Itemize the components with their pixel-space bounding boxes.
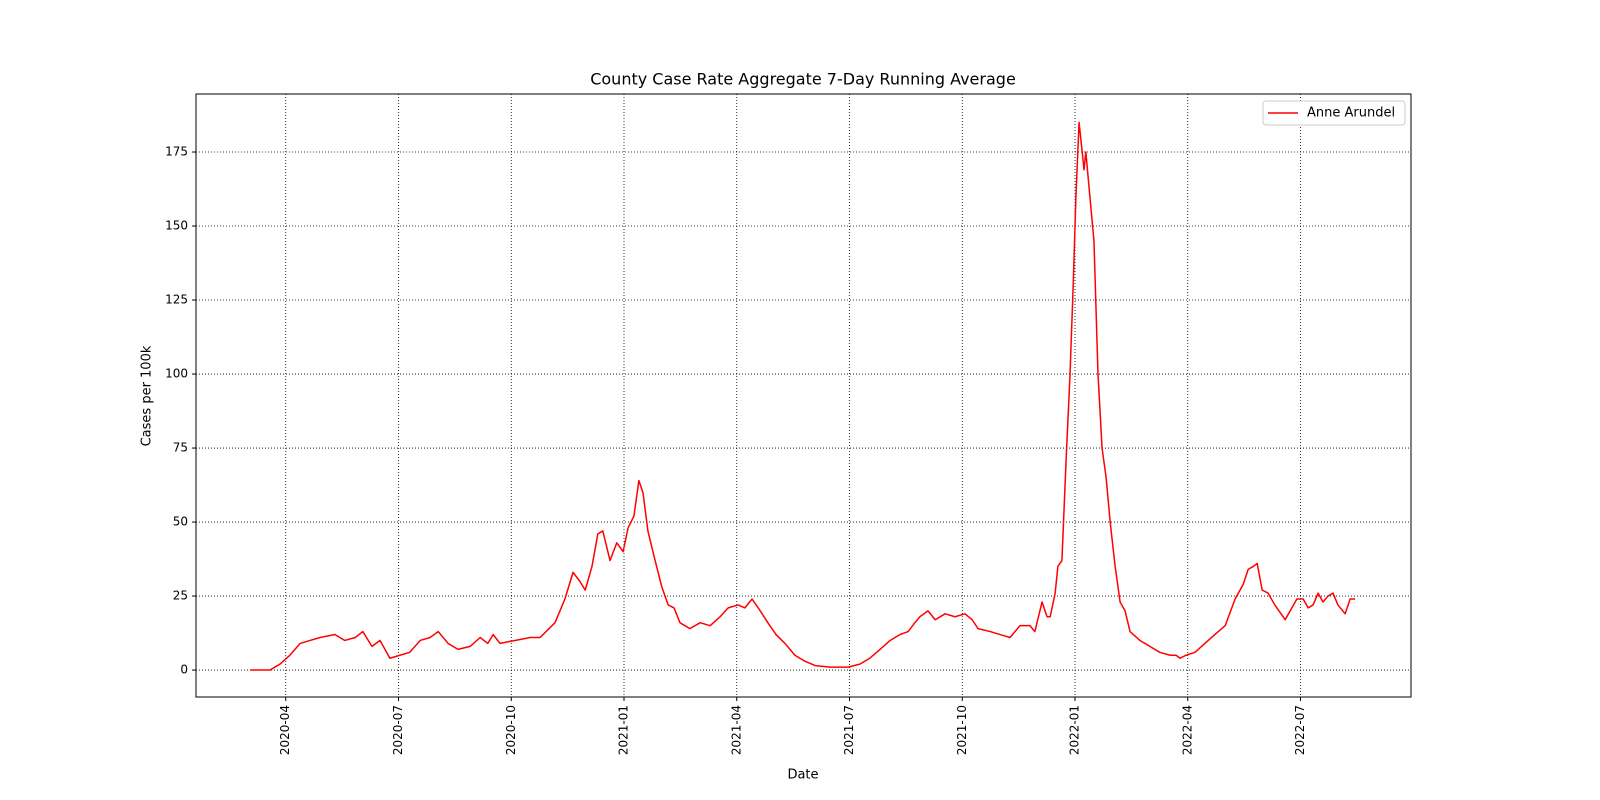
y-tick-label: 175 xyxy=(165,145,188,159)
x-tick-label: 2020-04 xyxy=(278,705,292,755)
x-tick-label: 2021-01 xyxy=(617,705,631,755)
legend-box xyxy=(1262,100,1406,126)
x-tick-label: 2022-01 xyxy=(1068,705,1082,755)
x-tick-label: 2022-04 xyxy=(1180,705,1194,755)
x-tick-label: 2022-07 xyxy=(1293,705,1307,755)
x-tick-label: 2021-07 xyxy=(842,705,856,755)
y-axis-label: Cases per 100k xyxy=(140,345,155,446)
data-line xyxy=(250,121,1356,671)
x-tick-label: 2021-04 xyxy=(729,705,743,755)
y-tick-label: 50 xyxy=(173,515,188,529)
y-tick-label: 125 xyxy=(165,293,188,307)
x-tick-label: 2020-07 xyxy=(391,705,405,755)
plot-frame xyxy=(195,93,1412,698)
x-tick-label: 2021-10 xyxy=(955,705,969,755)
legend-label: Anne Arundel xyxy=(1307,106,1395,121)
y-tick-label: 150 xyxy=(165,219,188,233)
y-tick-label: 100 xyxy=(165,367,188,381)
y-tick-label: 0 xyxy=(180,663,188,677)
legend: Anne Arundel xyxy=(1262,100,1406,126)
y-tick-label: 75 xyxy=(173,441,188,455)
x-axis-label: Date xyxy=(787,768,818,783)
y-tick-label: 25 xyxy=(173,589,188,603)
x-tick-label: 2020-10 xyxy=(504,705,518,755)
chart-title: County Case Rate Aggregate 7-Day Running… xyxy=(590,70,1016,89)
